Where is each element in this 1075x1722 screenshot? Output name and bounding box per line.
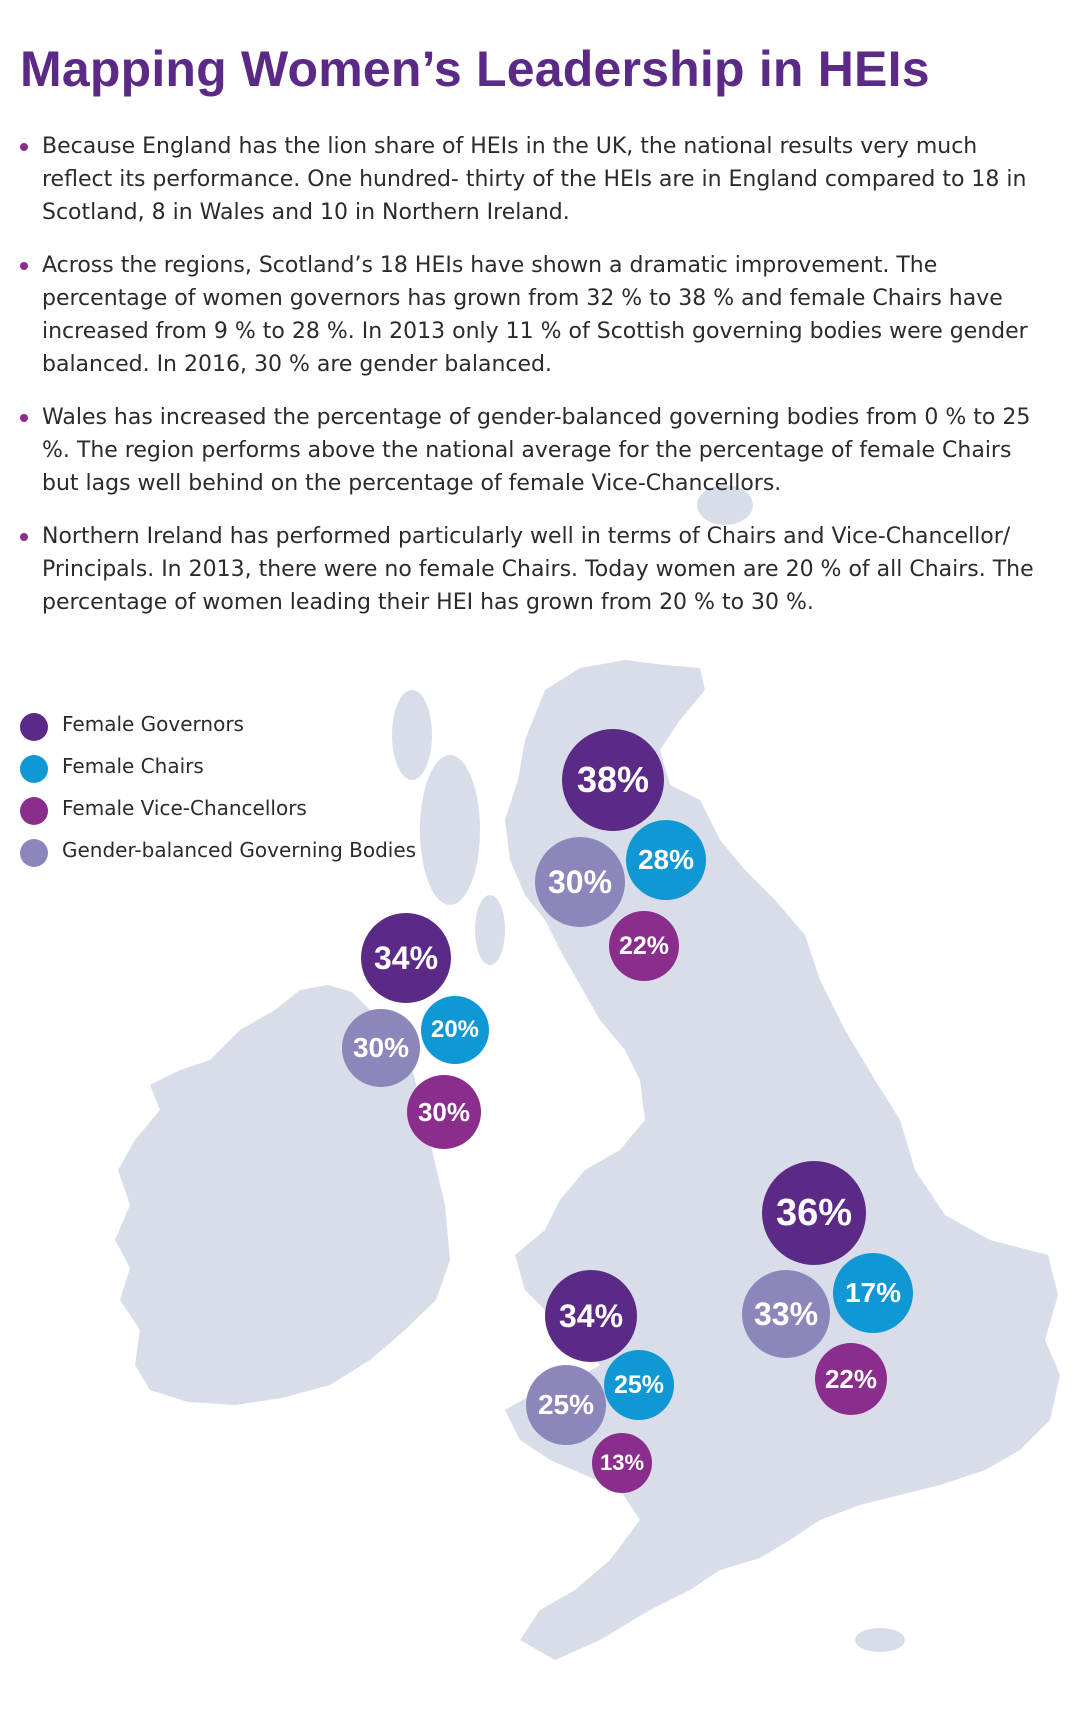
legend-label: Female Governors bbox=[62, 712, 244, 736]
england-gender-balanced-bubble: 33% bbox=[742, 1270, 830, 1358]
england-female-governors-bubble: 36% bbox=[762, 1161, 866, 1265]
map-island bbox=[855, 1628, 905, 1652]
wales-female-vice-chancellors-bubble: 13% bbox=[592, 1433, 652, 1493]
bullet-item: Because England has the lion share of HE… bbox=[20, 130, 1050, 229]
map-island bbox=[475, 895, 505, 965]
scotland-female-chairs-bubble: 28% bbox=[626, 820, 706, 900]
legend-swatch bbox=[20, 755, 48, 783]
wales-gender-balanced-bubble: 25% bbox=[526, 1365, 606, 1445]
bullet-text: Wales has increased the percentage of ge… bbox=[42, 405, 1031, 496]
map-island bbox=[697, 485, 753, 525]
page-title: Mapping Women’s Leadership in HEIs bbox=[20, 41, 930, 97]
legend-swatch bbox=[20, 797, 48, 825]
scotland-gender-balanced-bubble: 30% bbox=[535, 837, 625, 927]
wales-female-governors-bubble: 34% bbox=[545, 1270, 637, 1362]
bullet-dot bbox=[20, 262, 28, 270]
scotland-female-governors-bubble: 38% bbox=[562, 729, 664, 831]
legend-label: Female Vice-Chancellors bbox=[62, 796, 307, 820]
northern-ireland-female-chairs-bubble: 20% bbox=[421, 996, 489, 1064]
northern-ireland-gender-balanced-bubble: 30% bbox=[342, 1009, 420, 1087]
scotland-female-vice-chancellors-bubble: 22% bbox=[609, 911, 679, 981]
legend-swatch bbox=[20, 839, 48, 867]
bullet-text: Because England has the lion share of HE… bbox=[42, 134, 1027, 225]
legend-label: Gender-balanced Governing Bodies bbox=[62, 838, 417, 862]
legend-swatch bbox=[20, 713, 48, 741]
map-island bbox=[420, 755, 480, 905]
bullet-list: Because England has the lion share of HE… bbox=[20, 130, 1050, 639]
bullet-text: Across the regions, Scotland’s 18 HEIs h… bbox=[42, 253, 1028, 377]
bullet-dot bbox=[20, 533, 28, 541]
england-female-vice-chancellors-bubble: 22% bbox=[815, 1343, 887, 1415]
map-ireland bbox=[115, 985, 450, 1405]
england-female-chairs-bubble: 17% bbox=[833, 1253, 913, 1333]
northern-ireland-female-vice-chancellors-bubble: 30% bbox=[407, 1075, 481, 1149]
legend-label: Female Chairs bbox=[62, 754, 204, 778]
wales-female-chairs-bubble: 25% bbox=[604, 1350, 674, 1420]
bullet-dot bbox=[20, 143, 28, 151]
northern-ireland-female-governors-bubble: 34% bbox=[361, 913, 451, 1003]
map-island bbox=[392, 690, 432, 780]
bullet-item: Wales has increased the percentage of ge… bbox=[20, 401, 1050, 500]
bullet-dot bbox=[20, 414, 28, 422]
bullet-text: Northern Ireland has performed particula… bbox=[42, 524, 1034, 615]
bullet-item: Northern Ireland has performed particula… bbox=[20, 520, 1050, 619]
bullet-item: Across the regions, Scotland’s 18 HEIs h… bbox=[20, 249, 1050, 381]
